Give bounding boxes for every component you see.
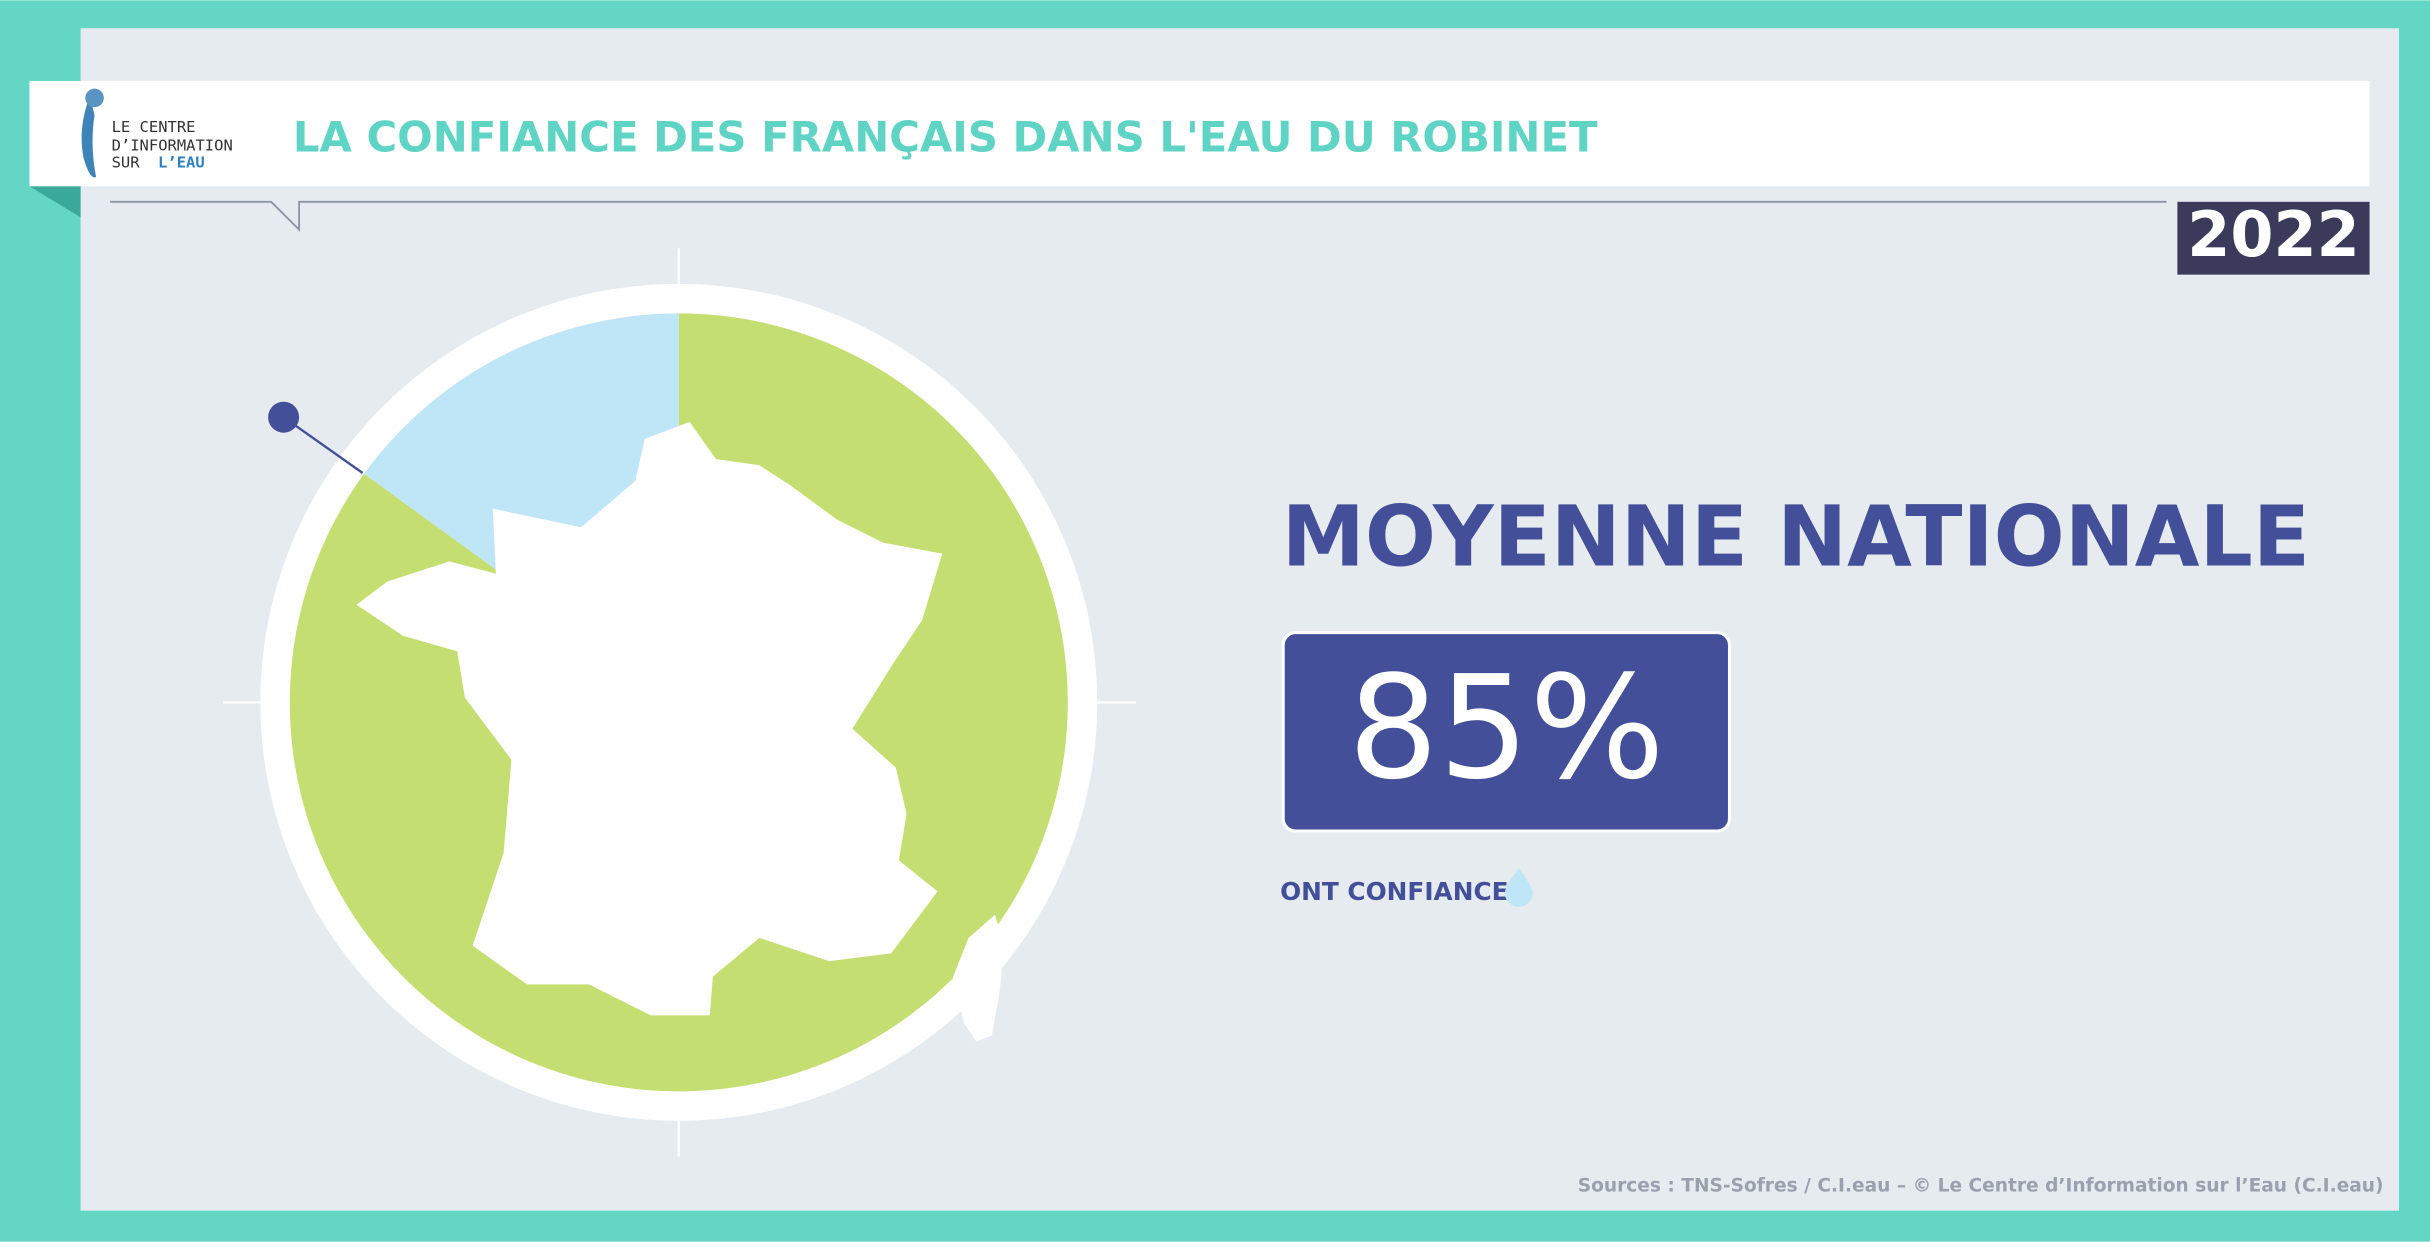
header-title: LA CONFIANCE DES FRANÇAIS DANS L'EAU DU … <box>293 112 1598 161</box>
chart-title: MOYENNE NATIONALE <box>1282 488 2310 586</box>
pointer-line <box>282 416 364 474</box>
value-box <box>1281 631 1732 833</box>
category-label: ONT CONFIANCE <box>1280 877 1509 906</box>
divider <box>110 200 2167 232</box>
header-bar <box>29 80 2370 187</box>
logo-text: SUR <box>112 154 141 172</box>
logo-text: LE CENTRE <box>112 118 196 136</box>
logo-text: D’INFORMATION <box>112 137 233 155</box>
value-label: 85% <box>1348 645 1665 811</box>
year: 2022 <box>2187 198 2359 271</box>
drop-icon <box>1504 868 1533 907</box>
fold <box>29 186 81 218</box>
logo-dot <box>85 88 104 108</box>
crosshair <box>223 248 1136 1157</box>
source: Sources : TNS-Sofres / C.I.eau – © Le Ce… <box>1578 1175 2384 1196</box>
logo-text: L’EAU <box>158 154 205 172</box>
logo-drop <box>81 96 97 178</box>
france-map <box>356 421 943 1016</box>
corsica <box>953 914 1005 1042</box>
year-box <box>2177 201 2370 275</box>
pointer-dot <box>268 401 300 433</box>
